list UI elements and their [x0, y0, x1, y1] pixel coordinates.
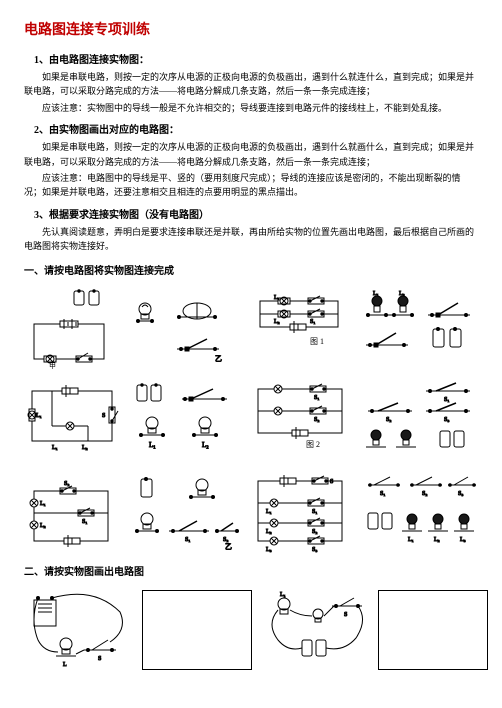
svg-text:S₂: S₂ — [422, 491, 427, 497]
part-b-head: 二、请按实物图画出电路图 — [24, 565, 478, 580]
section-2-p1: 如果是串联电路，则按一定的次序从电源的正极向电源的负极画出，遇到什么就画什么，直… — [24, 140, 478, 169]
svg-text:L₁: L₁ — [149, 441, 156, 449]
svg-text:S₂: S₂ — [314, 417, 319, 423]
svg-text:L₂: L₂ — [202, 441, 209, 449]
label-tu2: 图 2 — [306, 440, 320, 449]
circuit-diagram-3c: S L₁ S₁ L₂ S₂ L₃ S₃ — [250, 473, 350, 553]
svg-text:L₁: L₁ — [266, 509, 272, 515]
svg-text:S₃: S₃ — [312, 547, 317, 553]
svg-text:L₁: L₁ — [40, 501, 46, 507]
svg-text:L₁: L₁ — [274, 295, 280, 301]
svg-text:L₃: L₃ — [266, 547, 272, 553]
svg-text:S₁: S₁ — [185, 537, 190, 543]
components-1d: L₁ L₂ — [358, 289, 478, 369]
circuit-diagram-2a: S L₁ L₁ L₂ — [24, 381, 119, 451]
svg-text:L₁: L₁ — [52, 445, 58, 451]
section-1-head: 1、由电路图连接实物图： — [24, 53, 478, 68]
section-1-p1: 如果是串联电路，则按一定的次序从电源的正极向电源的负极画出，遇到什么就连什么，直… — [24, 70, 478, 99]
svg-text:L₃: L₃ — [460, 537, 466, 543]
svg-text:L₁: L₁ — [36, 413, 42, 419]
components-2b: L₁ L₂ — [127, 381, 242, 451]
components-1b: 乙 — [127, 289, 242, 369]
svg-text:L₂: L₂ — [274, 319, 280, 325]
label-yi-2: 乙 — [225, 543, 232, 551]
circuit-diagram-3a: S₂ L₁ L₂ S₁ — [24, 473, 119, 553]
part-a-head: 一、请按电路图将实物图连接完成 — [24, 264, 478, 279]
section-1-p2: 应该注意：实物图中的导线一般是不允许相交的；导线要连接到电路元件的接线柱上，不能… — [24, 101, 478, 115]
components-3d: S₁ S₂ S₃ L₁ L₂ L₃ — [358, 473, 478, 553]
svg-text:L₂: L₂ — [434, 537, 440, 543]
svg-text:L₂: L₂ — [399, 291, 405, 297]
svg-text:L₂: L₂ — [266, 529, 272, 535]
figure-row-2: S L₁ L₁ L₂ L₁ — [24, 381, 478, 461]
circuit-diagram-2c: S₁ S₂ 图 2 — [250, 381, 350, 451]
section-2-head: 2、由实物图画出对应的电路图： — [24, 123, 478, 138]
svg-text:L₁: L₁ — [280, 592, 286, 598]
answer-box-4a — [142, 590, 252, 670]
svg-text:S₁: S₁ — [310, 319, 315, 325]
svg-text:S₂: S₂ — [386, 417, 391, 423]
svg-text:S₁: S₁ — [314, 395, 319, 401]
page-title: 电路图连接专项训练 — [24, 20, 478, 41]
section-3-p1: 先认真阅读题意，弄明白是要求连接串联还是并联，再由所给实物的位置先画出电路图，最… — [24, 225, 478, 254]
svg-text:S: S — [344, 612, 347, 618]
svg-text:L₁: L₁ — [408, 537, 414, 543]
svg-text:L: L — [63, 662, 67, 668]
circuit-diagram-1a: 甲 — [24, 289, 119, 369]
svg-text:S₁: S₁ — [444, 397, 449, 403]
label-yi: 乙 — [215, 355, 222, 363]
svg-text:L₁: L₁ — [373, 291, 379, 297]
svg-text:S: S — [330, 479, 333, 485]
svg-text:S: S — [98, 656, 101, 662]
physical-circuit-4a: S L — [24, 590, 134, 670]
components-2d: S₁ S₂ S₃ — [358, 381, 478, 461]
svg-text:S₂: S₂ — [312, 529, 317, 535]
svg-text:S: S — [102, 413, 105, 419]
answer-box-4b — [378, 590, 488, 670]
section-3-head: 3、根据要求连接实物图（没有电路图） — [24, 208, 478, 223]
svg-text:S₃: S₃ — [458, 491, 463, 497]
figure-row-1: 甲 乙 L₁ — [24, 289, 478, 369]
svg-text:S₃: S₃ — [444, 417, 449, 423]
figure-row-3: S₂ L₁ L₂ S₁ — [24, 473, 478, 553]
svg-text:S₁: S₁ — [312, 509, 317, 515]
svg-text:S₁: S₁ — [82, 519, 87, 525]
components-3b: S₁ S₂ 乙 — [127, 473, 242, 553]
label-jia: 甲 — [49, 362, 56, 369]
svg-text:L₂: L₂ — [82, 445, 88, 451]
svg-text:S₂: S₂ — [64, 481, 69, 487]
label-tu1: 图 1 — [310, 337, 324, 346]
figure-row-4: S L L₁ S — [24, 590, 478, 670]
section-2-p2: 应该注意：电路图中的导线是平、竖的（要用刻度尺完成）；导线的连接应该是密闭的，不… — [24, 171, 478, 200]
physical-circuit-4b: L₁ S — [260, 590, 370, 670]
circuit-diagram-1c: L₁ L₂ S₁ 图 1 — [250, 289, 350, 369]
svg-text:L₂: L₂ — [40, 523, 46, 529]
svg-text:S₁: S₁ — [380, 491, 385, 497]
